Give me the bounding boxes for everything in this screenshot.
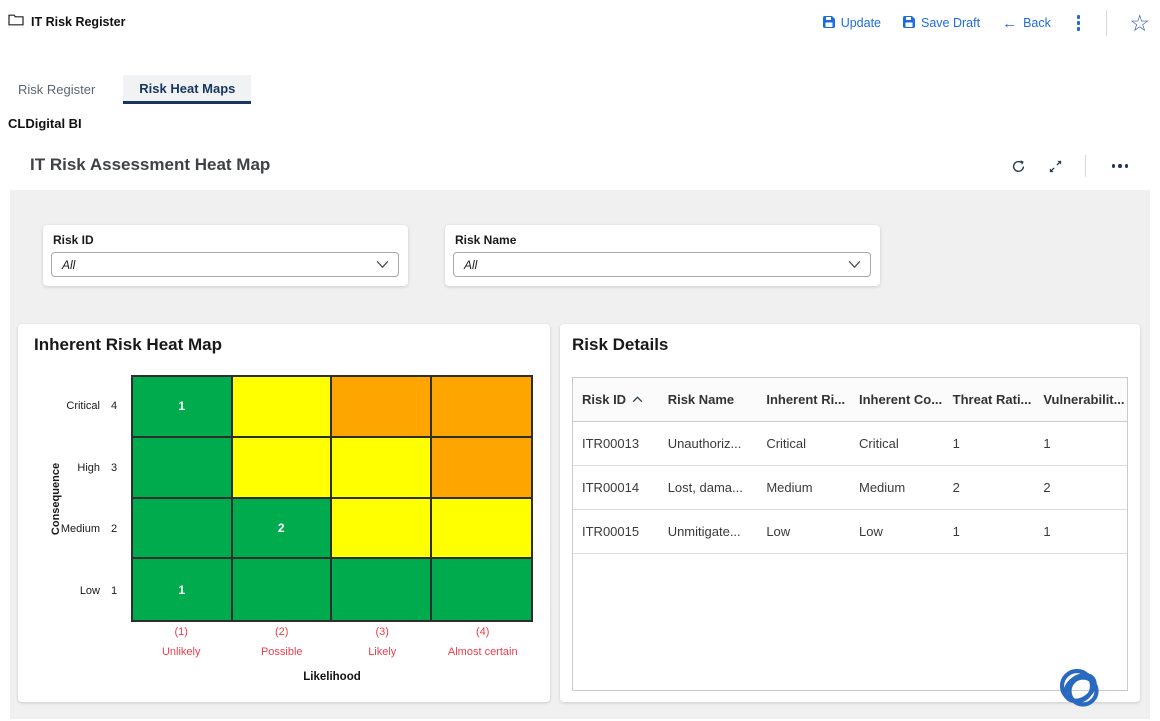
- heatmap-cell[interactable]: [133, 498, 233, 560]
- table-row[interactable]: ITR00015 Unmitigate... Low Low 1 1: [573, 510, 1127, 554]
- table-cell: 1: [1043, 436, 1051, 451]
- cldigital-logo-icon: [1056, 660, 1104, 721]
- heatmap-x-label: (3) Likely: [368, 626, 397, 658]
- risk-id-filter-value: All: [62, 257, 76, 272]
- heatmap-title: Inherent Risk Heat Map: [34, 335, 222, 354]
- heatmap-cell[interactable]: [431, 377, 531, 438]
- heatmap-cell[interactable]: [332, 377, 432, 438]
- table-row[interactable]: ITR00013 Unauthoriz... Critical Critical 1 1: [573, 422, 1127, 466]
- table-column-header[interactable]: Vulnerabilit...: [1043, 392, 1125, 407]
- heatmap-cell[interactable]: [133, 437, 233, 499]
- table-cell: Unmitigate...: [667, 524, 741, 539]
- heatmap-cell[interactable]: [431, 437, 531, 499]
- table-row[interactable]: ITR00014 Lost, dama... Medium Medium 2 2: [573, 466, 1127, 510]
- heatmap-y-label: Low 1: [79, 585, 118, 598]
- table-column-header[interactable]: Risk Name: [667, 392, 735, 407]
- heatmap-y-label: Medium 2: [60, 523, 118, 536]
- heatmap-cell[interactable]: [431, 559, 531, 620]
- report-icons-divider: [1084, 155, 1086, 177]
- heatmap-x-label: (1) Unlikely: [161, 626, 201, 658]
- table-cell: Critical: [859, 436, 899, 451]
- risk-details-title: Risk Details: [572, 335, 669, 354]
- heatmap-cell[interactable]: [232, 377, 332, 438]
- table-cell: 1: [952, 524, 960, 539]
- save-icon: [822, 15, 835, 31]
- more-options-kebab-icon[interactable]: [1073, 13, 1085, 33]
- table-cell: Low: [859, 524, 883, 539]
- app-label: CLDigital BI: [8, 116, 82, 131]
- heatmap-cell[interactable]: [431, 498, 531, 560]
- folder-icon: [8, 13, 24, 31]
- save-icon: [903, 15, 916, 31]
- heatmap-cell[interactable]: [332, 498, 432, 560]
- risk-name-filter-label: Risk Name: [455, 233, 517, 247]
- chevron-down-icon: [848, 260, 861, 269]
- table-body: ITR00013 Unauthoriz... Critical Critical 1 1 I…: [573, 422, 1127, 554]
- table-column-header[interactable]: Risk ID: [573, 392, 659, 407]
- table-cell: 2: [952, 480, 960, 495]
- table-cell: 2: [1043, 480, 1051, 495]
- risk-details-table: Risk ID Risk Name Inherent Ri... Inherent C…: [572, 377, 1128, 691]
- favorite-star-icon[interactable]: ☆: [1129, 9, 1150, 36]
- heatmap-y-label: Critical 4: [66, 399, 118, 412]
- table-cell: Low: [766, 524, 791, 539]
- sort-asc-icon: [632, 396, 643, 403]
- heatmap-x-label: (4) Almost certain: [447, 626, 518, 658]
- chevron-down-icon: [376, 260, 389, 269]
- tab-risk-heat-maps[interactable]: Risk Heat Maps: [123, 75, 252, 104]
- heatmap-card: Inherent Risk Heat Map Consequence Criti…: [18, 324, 550, 702]
- table-cell: Medium: [766, 480, 813, 495]
- risk-name-filter-dropdown[interactable]: All: [453, 252, 871, 277]
- risk-id-filter-dropdown[interactable]: All: [51, 252, 399, 277]
- heatmap-y-label: High 3: [77, 461, 118, 474]
- table-column-header[interactable]: Inherent Ri...: [766, 392, 846, 407]
- expand-icon[interactable]: [1048, 159, 1063, 174]
- table-cell: ITR00015: [582, 524, 640, 539]
- refresh-icon[interactable]: [1011, 159, 1026, 174]
- save-draft-button[interactable]: Save Draft: [903, 15, 981, 31]
- document-title: IT Risk Register: [31, 15, 126, 29]
- heatmap-cell[interactable]: 1: [133, 559, 233, 620]
- heatmap-cell[interactable]: [232, 559, 332, 620]
- risk-details-card: Risk Details Risk ID Risk Name Inherent Ri…: [560, 324, 1140, 702]
- page-title: IT Risk Assessment Heat Map: [30, 155, 271, 174]
- risk-id-filter-label: Risk ID: [53, 233, 94, 247]
- risk-name-filter-card: Risk Name All: [445, 225, 880, 286]
- top-bar: IT Risk Register Update Save Draft ← Bac…: [0, 0, 1160, 46]
- heatmap-cell[interactable]: 1: [133, 377, 233, 438]
- tab-bar: Risk Register Risk Heat Maps: [0, 75, 252, 104]
- report-more-options-icon[interactable]: [1108, 160, 1133, 172]
- heatmap-cell[interactable]: [332, 437, 432, 499]
- table-header-row: Risk ID Risk Name Inherent Ri... Inherent C…: [573, 378, 1127, 422]
- heatmap-x-label: (2) Possible: [260, 626, 303, 658]
- save-draft-label: Save Draft: [921, 16, 981, 30]
- table-column-header[interactable]: Inherent Co...: [859, 392, 943, 407]
- heatmap-cell[interactable]: [232, 437, 332, 499]
- update-button[interactable]: Update: [822, 15, 882, 31]
- heatmap-y-labels: Critical 4 High 3 Medium 2 Low 1: [36, 375, 128, 622]
- table-cell: 1: [1043, 524, 1051, 539]
- heatmap-cell[interactable]: 2: [232, 498, 332, 560]
- back-button[interactable]: ← Back: [1002, 15, 1051, 32]
- table-cell: Medium: [859, 480, 906, 495]
- heatmap-x-axis-title: Likelihood: [303, 671, 361, 683]
- table-cell: 1: [952, 436, 960, 451]
- table-cell: ITR00013: [582, 436, 640, 451]
- table-cell: Unauthoriz...: [667, 436, 742, 451]
- heatmap-x-labels: (1) Unlikely (2) Possible (3) Likely (4) Almost…: [131, 627, 533, 658]
- table-cell: Critical: [766, 436, 807, 451]
- back-arrow-icon: ←: [1002, 14, 1018, 32]
- update-label: Update: [840, 16, 882, 30]
- risk-id-filter-card: Risk ID All: [43, 225, 408, 286]
- heatmap-cell[interactable]: [332, 559, 432, 620]
- table-cell: ITR00014: [582, 480, 640, 495]
- table-column-header[interactable]: Threat Rati...: [952, 392, 1032, 407]
- tab-risk-register[interactable]: Risk Register: [18, 82, 96, 97]
- risk-name-filter-value: All: [464, 257, 478, 272]
- toolbar-divider: [1106, 10, 1108, 36]
- table-cell: Lost, dama...: [667, 480, 743, 495]
- back-label: Back: [1023, 16, 1051, 30]
